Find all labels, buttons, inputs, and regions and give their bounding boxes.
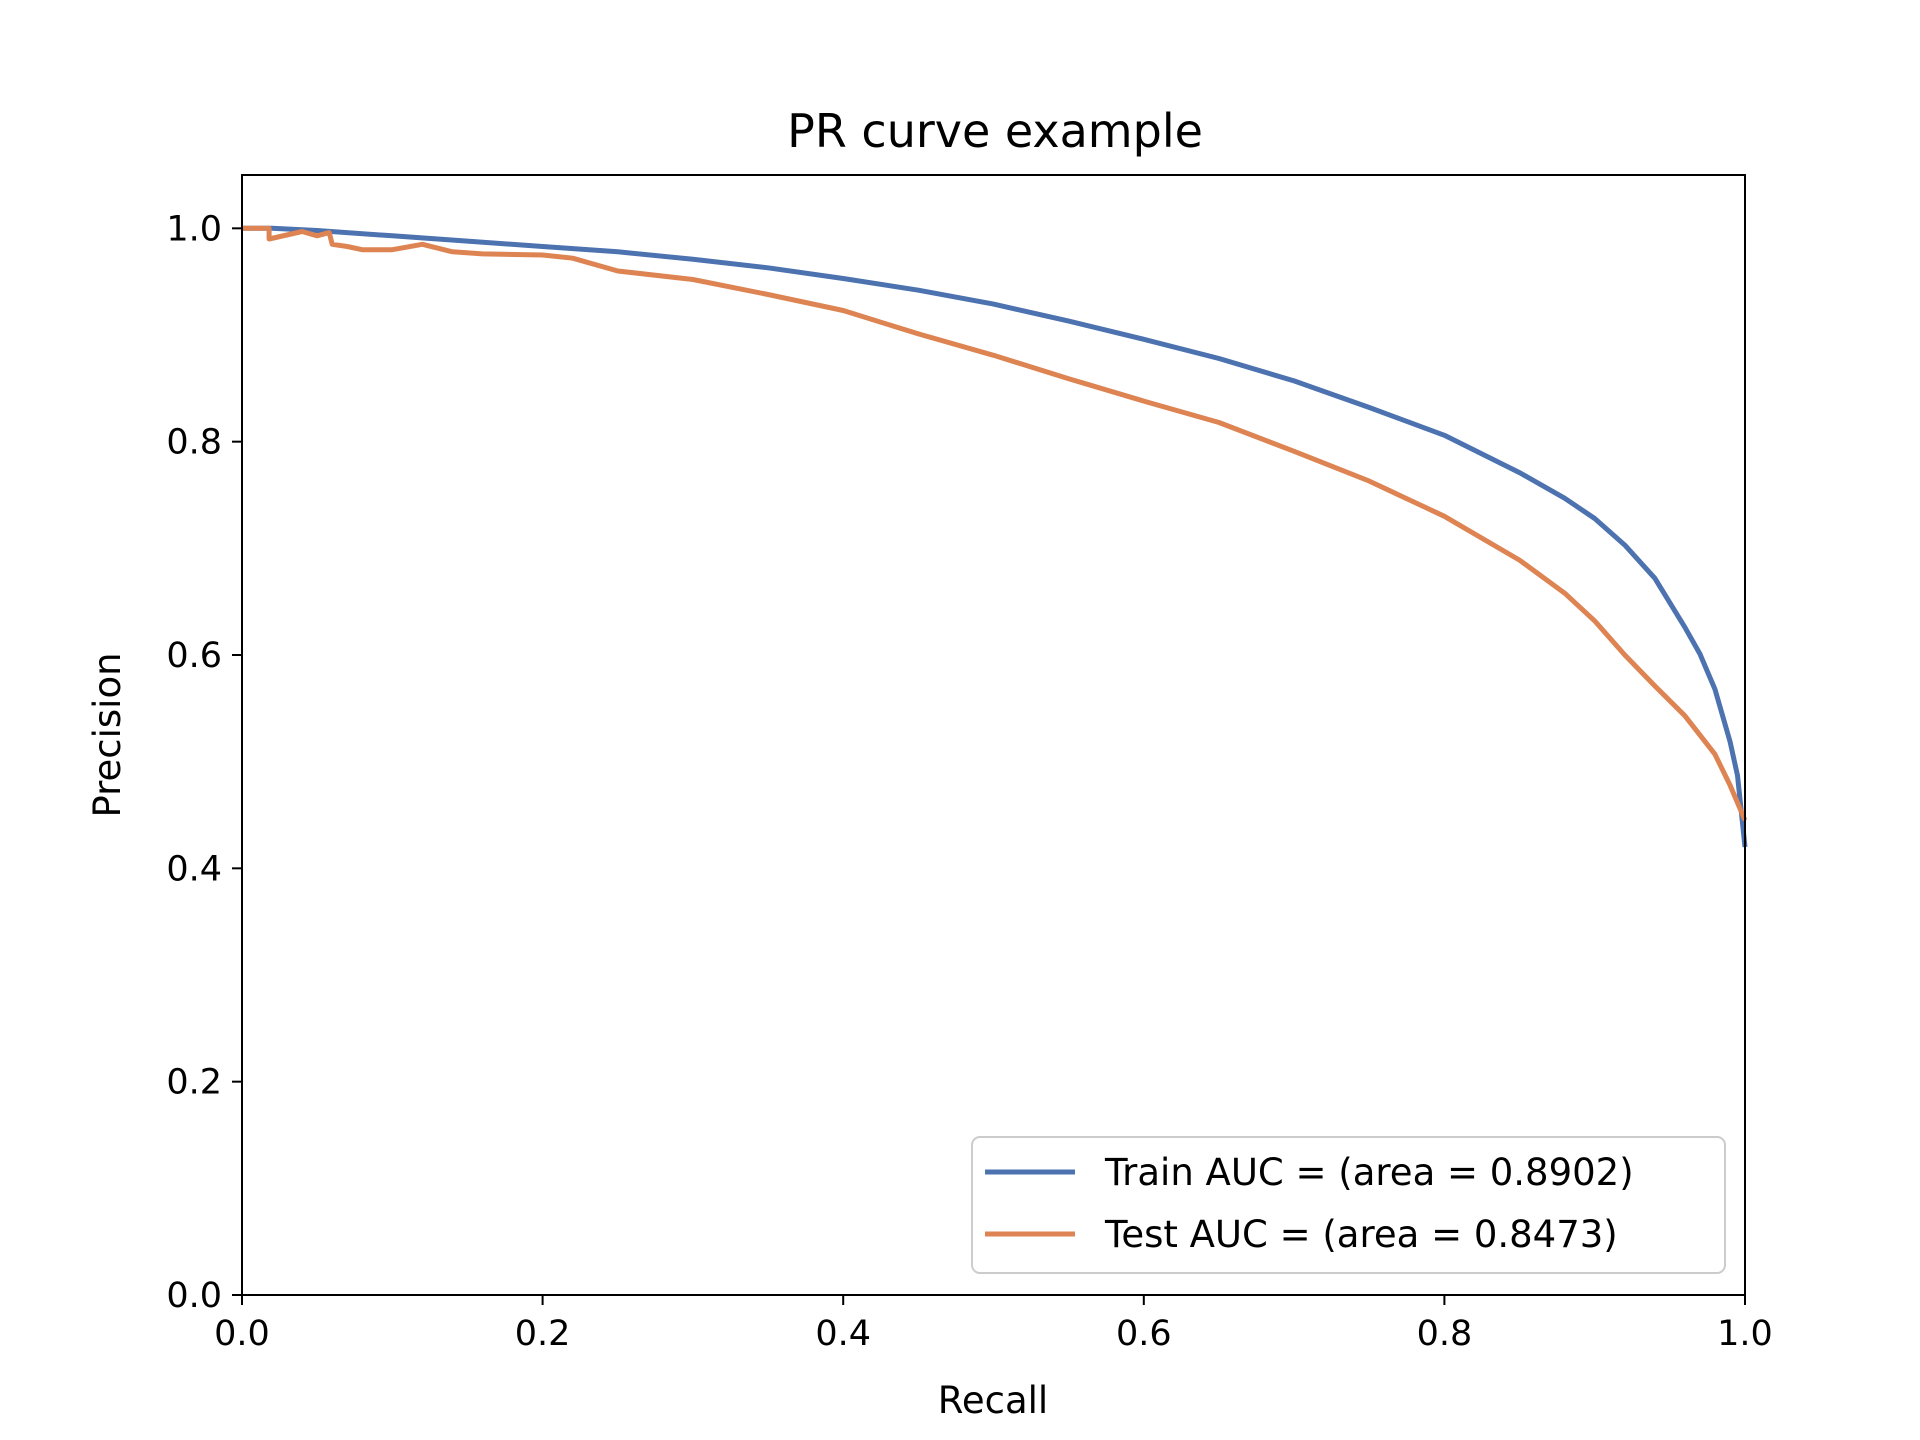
legend: Train AUC = (area = 0.8902) Test AUC = (… bbox=[971, 1136, 1726, 1274]
x-tick-label: 0.6 bbox=[1116, 1314, 1172, 1354]
y-axis-title: Precision bbox=[86, 652, 129, 817]
y-axis-ticks: 0.0 0.2 0.4 0.6 0.8 1.0 bbox=[166, 209, 242, 1316]
x-tick-label: 0.2 bbox=[515, 1314, 571, 1354]
y-tick-label: 0.6 bbox=[166, 636, 222, 676]
x-tick-label: 1.0 bbox=[1717, 1314, 1773, 1354]
y-tick-label: 0.4 bbox=[166, 849, 222, 889]
plot-area bbox=[242, 225, 1748, 848]
y-tick-label: 0.8 bbox=[166, 423, 222, 463]
legend-box bbox=[971, 1136, 1726, 1274]
x-axis-title: Recall bbox=[938, 1379, 1048, 1422]
x-tick-label: 0.4 bbox=[815, 1314, 871, 1354]
series-line-train bbox=[242, 225, 1748, 848]
chart-title: PR curve example bbox=[787, 104, 1203, 158]
series-line-test bbox=[242, 225, 1748, 822]
y-tick-label: 0.2 bbox=[166, 1063, 222, 1103]
x-tick-label: 0.8 bbox=[1417, 1314, 1473, 1354]
y-tick-label: 1.0 bbox=[166, 209, 222, 249]
legend-label-test: Test AUC = (area = 0.8473) bbox=[1104, 1213, 1618, 1256]
x-axis-ticks: 0.0 0.2 0.4 0.6 0.8 1.0 bbox=[214, 1295, 1773, 1354]
legend-label-train: Train AUC = (area = 0.8902) bbox=[1104, 1151, 1634, 1194]
axes-frame bbox=[241, 174, 1746, 1296]
x-tick-label: 0.0 bbox=[214, 1314, 270, 1354]
y-tick-label: 0.0 bbox=[166, 1276, 222, 1316]
